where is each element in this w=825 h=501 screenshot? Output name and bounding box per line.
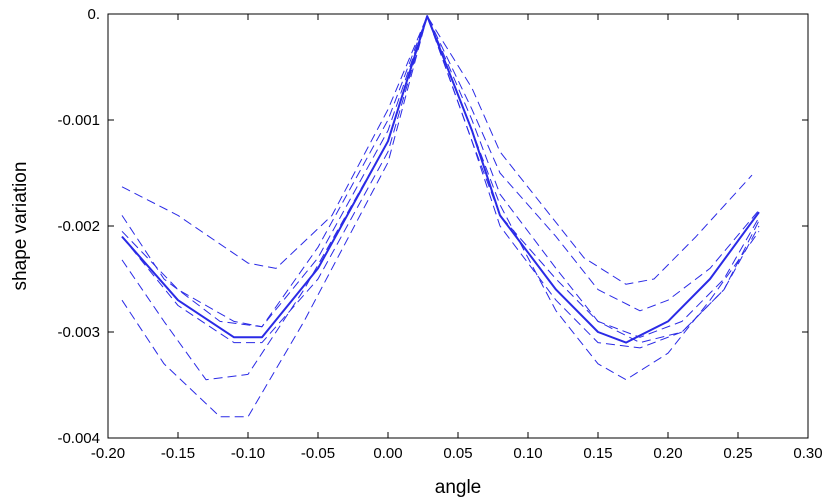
x-axis-title: angle bbox=[435, 477, 482, 498]
x-tick-label: 0.15 bbox=[583, 445, 612, 462]
x-tick-label: 0.00 bbox=[373, 445, 402, 462]
y-tick-label: -0.004 bbox=[57, 430, 100, 447]
y-tick-label: -0.002 bbox=[57, 218, 100, 235]
series-layer bbox=[121, 15, 760, 418]
x-tick-label: 0.25 bbox=[723, 445, 752, 462]
x-tick-label: -0.05 bbox=[301, 445, 335, 462]
y-tick-label: -0.003 bbox=[57, 324, 100, 341]
series-line-solid bbox=[121, 15, 760, 344]
x-tick-label: -0.10 bbox=[231, 445, 265, 462]
series-line-dashed bbox=[121, 15, 753, 285]
x-tick-label: 0.05 bbox=[443, 445, 472, 462]
y-tick-label: 0. bbox=[87, 6, 100, 23]
x-tick-label: 0.20 bbox=[653, 445, 682, 462]
y-axis: 0. -0.001 -0.002 -0.003 -0.004 bbox=[57, 6, 808, 447]
y-tick-label: -0.001 bbox=[57, 112, 100, 129]
series-line-dashed bbox=[121, 15, 760, 328]
series-line-dashed bbox=[121, 15, 760, 418]
series-line-dashed bbox=[121, 15, 760, 349]
plot-frame bbox=[107, 13, 809, 439]
x-tick-label: 0.10 bbox=[513, 445, 542, 462]
x-tick-label: 0.30 bbox=[793, 445, 822, 462]
y-axis-title: shape variation bbox=[10, 162, 31, 291]
series-line-dashed bbox=[121, 15, 760, 338]
x-tick-label: -0.15 bbox=[161, 445, 195, 462]
x-tick-label: -0.20 bbox=[91, 445, 125, 462]
x-axis: -0.20 -0.15 -0.10 -0.05 0.00 0.05 0.10 0.15 0.20… bbox=[91, 14, 823, 462]
series-line-dashed bbox=[121, 15, 760, 381]
